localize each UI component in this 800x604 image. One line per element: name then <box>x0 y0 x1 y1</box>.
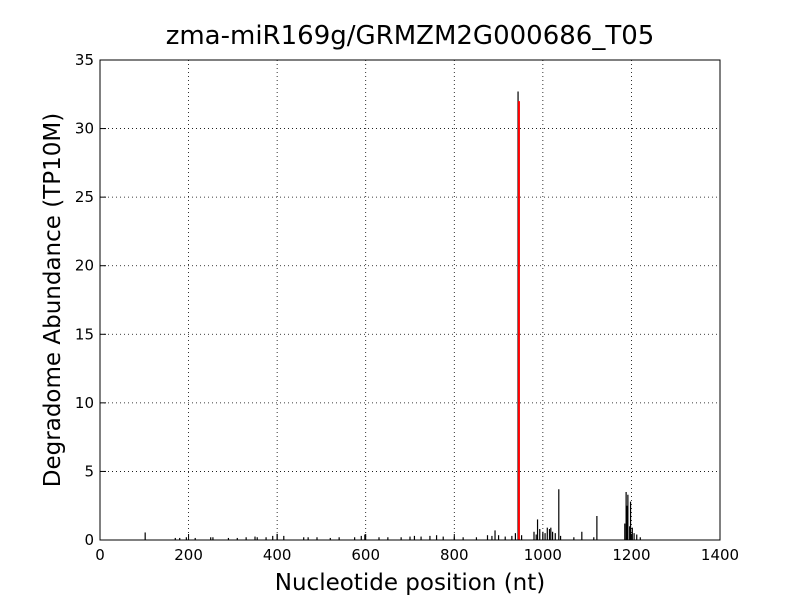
x-tick-label: 0 <box>95 546 105 564</box>
x-tick-label: 1200 <box>612 546 650 564</box>
x-tick-label: 1000 <box>524 546 562 564</box>
x-tick-label: 400 <box>263 546 292 564</box>
x-tick-label: 1400 <box>701 546 739 564</box>
y-tick-label: 5 <box>84 462 94 480</box>
x-axis-label: Nucleotide position (nt) <box>275 570 545 596</box>
x-tick-label: 200 <box>174 546 203 564</box>
y-tick-label: 10 <box>75 394 94 412</box>
y-tick-label: 20 <box>75 257 94 275</box>
x-tick-label: 600 <box>351 546 380 564</box>
y-tick-label: 15 <box>75 325 94 343</box>
y-axis-label: Degradome Abundance (TP10M) <box>40 113 66 487</box>
y-tick-label: 30 <box>75 120 94 138</box>
plot-frame <box>99 59 721 541</box>
x-tick-label: 800 <box>440 546 469 564</box>
y-tick-label: 0 <box>84 531 94 549</box>
y-tick-label: 35 <box>75 51 94 69</box>
y-tick-label: 25 <box>75 188 94 206</box>
chart-title: zma-miR169g/GRMZM2G000686_T05 <box>166 21 655 51</box>
